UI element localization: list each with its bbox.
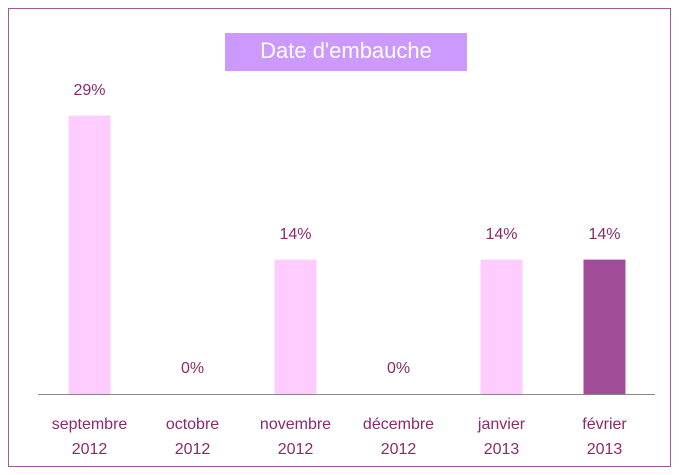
bar	[480, 259, 523, 394]
x-tick-label: novembre 2012	[260, 416, 331, 458]
x-tick-label-line: février	[582, 416, 627, 433]
x-tick-label-line: 2013	[484, 441, 520, 458]
x-tick-label-line: novembre	[260, 416, 331, 433]
x-tick-label: février 2013	[582, 416, 627, 458]
x-tick-label: janvier 2013	[477, 416, 526, 458]
bar	[274, 259, 317, 394]
value-label: 0%	[181, 360, 204, 377]
x-tick-label-line: octobre	[166, 416, 219, 433]
bar	[583, 259, 626, 394]
chart-title: Date d'embauche	[260, 38, 432, 63]
x-tick-label-line: janvier	[477, 416, 526, 433]
x-tick-label: décembre 2012	[363, 416, 434, 458]
x-tick-label-line: 2012	[72, 441, 108, 458]
x-tick-label: septembre 2012	[52, 416, 128, 458]
x-tick-label-line: 2013	[587, 441, 623, 458]
x-tick-label-line: septembre	[52, 416, 128, 433]
value-label: 14%	[279, 226, 311, 243]
x-tick-label-line: 2012	[381, 441, 417, 458]
x-tick-label: octobre 2012	[166, 416, 219, 458]
value-label: 29%	[73, 82, 105, 99]
x-tick-label-line: décembre	[363, 416, 434, 433]
title-box	[225, 33, 467, 71]
bar	[68, 115, 111, 394]
value-label: 0%	[387, 360, 410, 377]
value-label: 14%	[588, 226, 620, 243]
value-label: 14%	[485, 226, 517, 243]
x-tick-label-line: 2012	[175, 441, 211, 458]
chart-border	[8, 8, 671, 467]
x-tick-label-line: 2012	[278, 441, 314, 458]
